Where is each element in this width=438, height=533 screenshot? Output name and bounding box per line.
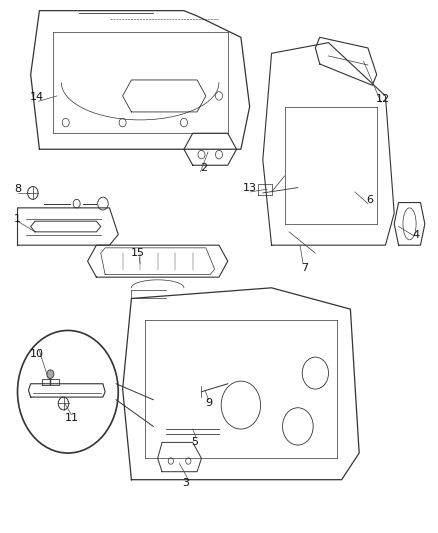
Text: 10: 10 [30, 349, 44, 359]
Text: 9: 9 [205, 399, 212, 408]
Text: 15: 15 [131, 248, 145, 258]
Text: 11: 11 [64, 414, 78, 423]
Text: 7: 7 [301, 263, 308, 272]
Text: 5: 5 [191, 438, 198, 447]
Circle shape [47, 370, 54, 378]
Text: 4: 4 [413, 230, 420, 239]
Text: 12: 12 [376, 94, 390, 103]
Text: 14: 14 [30, 92, 44, 102]
Text: 3: 3 [183, 479, 190, 488]
Text: 6: 6 [367, 195, 374, 205]
Text: 1: 1 [14, 214, 21, 223]
Text: 8: 8 [14, 184, 21, 194]
Text: 13: 13 [243, 183, 257, 193]
Text: 2: 2 [200, 163, 207, 173]
